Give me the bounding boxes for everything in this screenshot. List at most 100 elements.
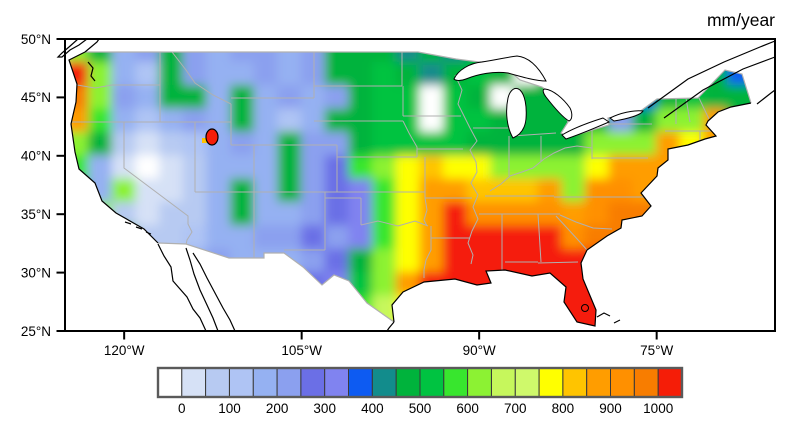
- grid-cell: [348, 61, 374, 87]
- grid-cell: [324, 225, 350, 250]
- lake-superior: [453, 55, 547, 82]
- grid-cell: [419, 52, 445, 63]
- colorbar-tick-label: 0: [178, 401, 186, 416]
- units-title: mm/year: [707, 10, 775, 30]
- colorbar-cell: [419, 367, 445, 398]
- grid-cell: [230, 201, 255, 227]
- grid-cell: [230, 85, 255, 110]
- grid-cell: [372, 131, 397, 157]
- grid-cell: [561, 178, 587, 204]
- pacific-coastline: [68, 51, 159, 244]
- colorbar-cell: [324, 367, 350, 398]
- colorbar-cell: [491, 367, 516, 398]
- grid-cell: [585, 201, 610, 227]
- state-borders: [72, 52, 713, 278]
- grid-cell: [372, 225, 397, 250]
- grid-cell: [159, 201, 184, 227]
- grid-cell: [514, 178, 539, 204]
- grid-cell: [182, 52, 208, 63]
- grid-cell: [537, 155, 563, 180]
- lake-ontario: [609, 110, 644, 122]
- grid-cell: [88, 85, 113, 110]
- colorbar-cell: [562, 367, 588, 398]
- grid-cell: [608, 178, 634, 204]
- grid-cell: [395, 201, 421, 227]
- grid-cell: [372, 52, 397, 63]
- grid-cell: [230, 61, 255, 87]
- colorbar-tick-label: 400: [361, 401, 384, 416]
- grid-cell: [277, 52, 303, 63]
- grid-cell: [514, 248, 539, 274]
- grid-cell: [466, 225, 492, 250]
- canada-coastline: [84, 38, 776, 332]
- grid-cell: [466, 155, 492, 180]
- colorbar-cell: [443, 367, 469, 398]
- grid-cell: [632, 131, 658, 157]
- grid-cell: [348, 155, 374, 180]
- colorbar-cell: [276, 367, 302, 398]
- grid-cell: [608, 131, 634, 157]
- y-axis: 50°N 45°N 40°N 35°N 30°N 25°N: [21, 32, 65, 339]
- grid-cell: [88, 155, 113, 180]
- colorbar-cell: [395, 367, 421, 398]
- grid-cell: [277, 131, 303, 157]
- grid-cell: [135, 52, 161, 63]
- grid-cell: [372, 272, 397, 297]
- grid-cell: [395, 155, 421, 180]
- grid-cell: [230, 108, 255, 134]
- grid-cell: [419, 248, 445, 274]
- grid-cell: [395, 85, 421, 110]
- grid-cell: [88, 131, 113, 157]
- colorbar-cell: [514, 367, 540, 398]
- grid-cell: [253, 108, 279, 134]
- grid-cell: [514, 225, 539, 250]
- grid-cell: [253, 85, 279, 110]
- grid-cell: [443, 201, 468, 227]
- colorbar-tick-label: 100: [218, 401, 241, 416]
- colorbar-tick-label: 500: [409, 401, 432, 416]
- grid-cell: [372, 178, 397, 204]
- lake-erie: [561, 117, 611, 140]
- grid-cell: [727, 85, 751, 110]
- grid-cell: [395, 52, 421, 63]
- grid-cell: [206, 225, 232, 250]
- grid-cell: [490, 131, 516, 157]
- grid-cell: [419, 201, 445, 227]
- colorbar-cell: [538, 367, 564, 398]
- grid-cell: [230, 178, 255, 204]
- grid-cell: [443, 155, 468, 180]
- grid-cell: [372, 85, 397, 110]
- grid-cell: [324, 85, 350, 110]
- grid-cell: [135, 61, 161, 87]
- grid-cell: [561, 225, 587, 250]
- grid-cell: [348, 248, 374, 274]
- colorbar-cell: [252, 367, 278, 398]
- y-tick-label: 30°N: [21, 265, 51, 280]
- grid-cell: [419, 61, 445, 87]
- colorbar-cell: [586, 367, 612, 398]
- colorbar-tick-label: 200: [266, 401, 289, 416]
- colorbar-tick-label: 1000: [643, 401, 673, 416]
- grid-cell: [301, 201, 326, 227]
- x-tick-label: 105°W: [281, 343, 322, 358]
- grid-cell: [301, 178, 326, 204]
- grid-cell: [537, 131, 563, 157]
- colorbar-cell: [205, 367, 230, 398]
- grid-cell: [466, 85, 492, 110]
- y-tick-label: 50°N: [21, 32, 51, 47]
- grid-cell: [395, 248, 421, 274]
- grid-cell: [111, 52, 137, 63]
- colorbar-border: [156, 366, 684, 399]
- grid-cell: [277, 225, 303, 250]
- grid-cell: [135, 131, 161, 157]
- grid-cell: [585, 178, 610, 204]
- grid-cell: [277, 178, 303, 204]
- grid-cell: [159, 61, 184, 87]
- grid-cell: [537, 248, 563, 274]
- grid-cell: [348, 85, 374, 110]
- grid-cell: [301, 155, 326, 180]
- grid-cell: [88, 52, 113, 63]
- grid-cell: [324, 201, 350, 227]
- grid-cell: [561, 155, 587, 180]
